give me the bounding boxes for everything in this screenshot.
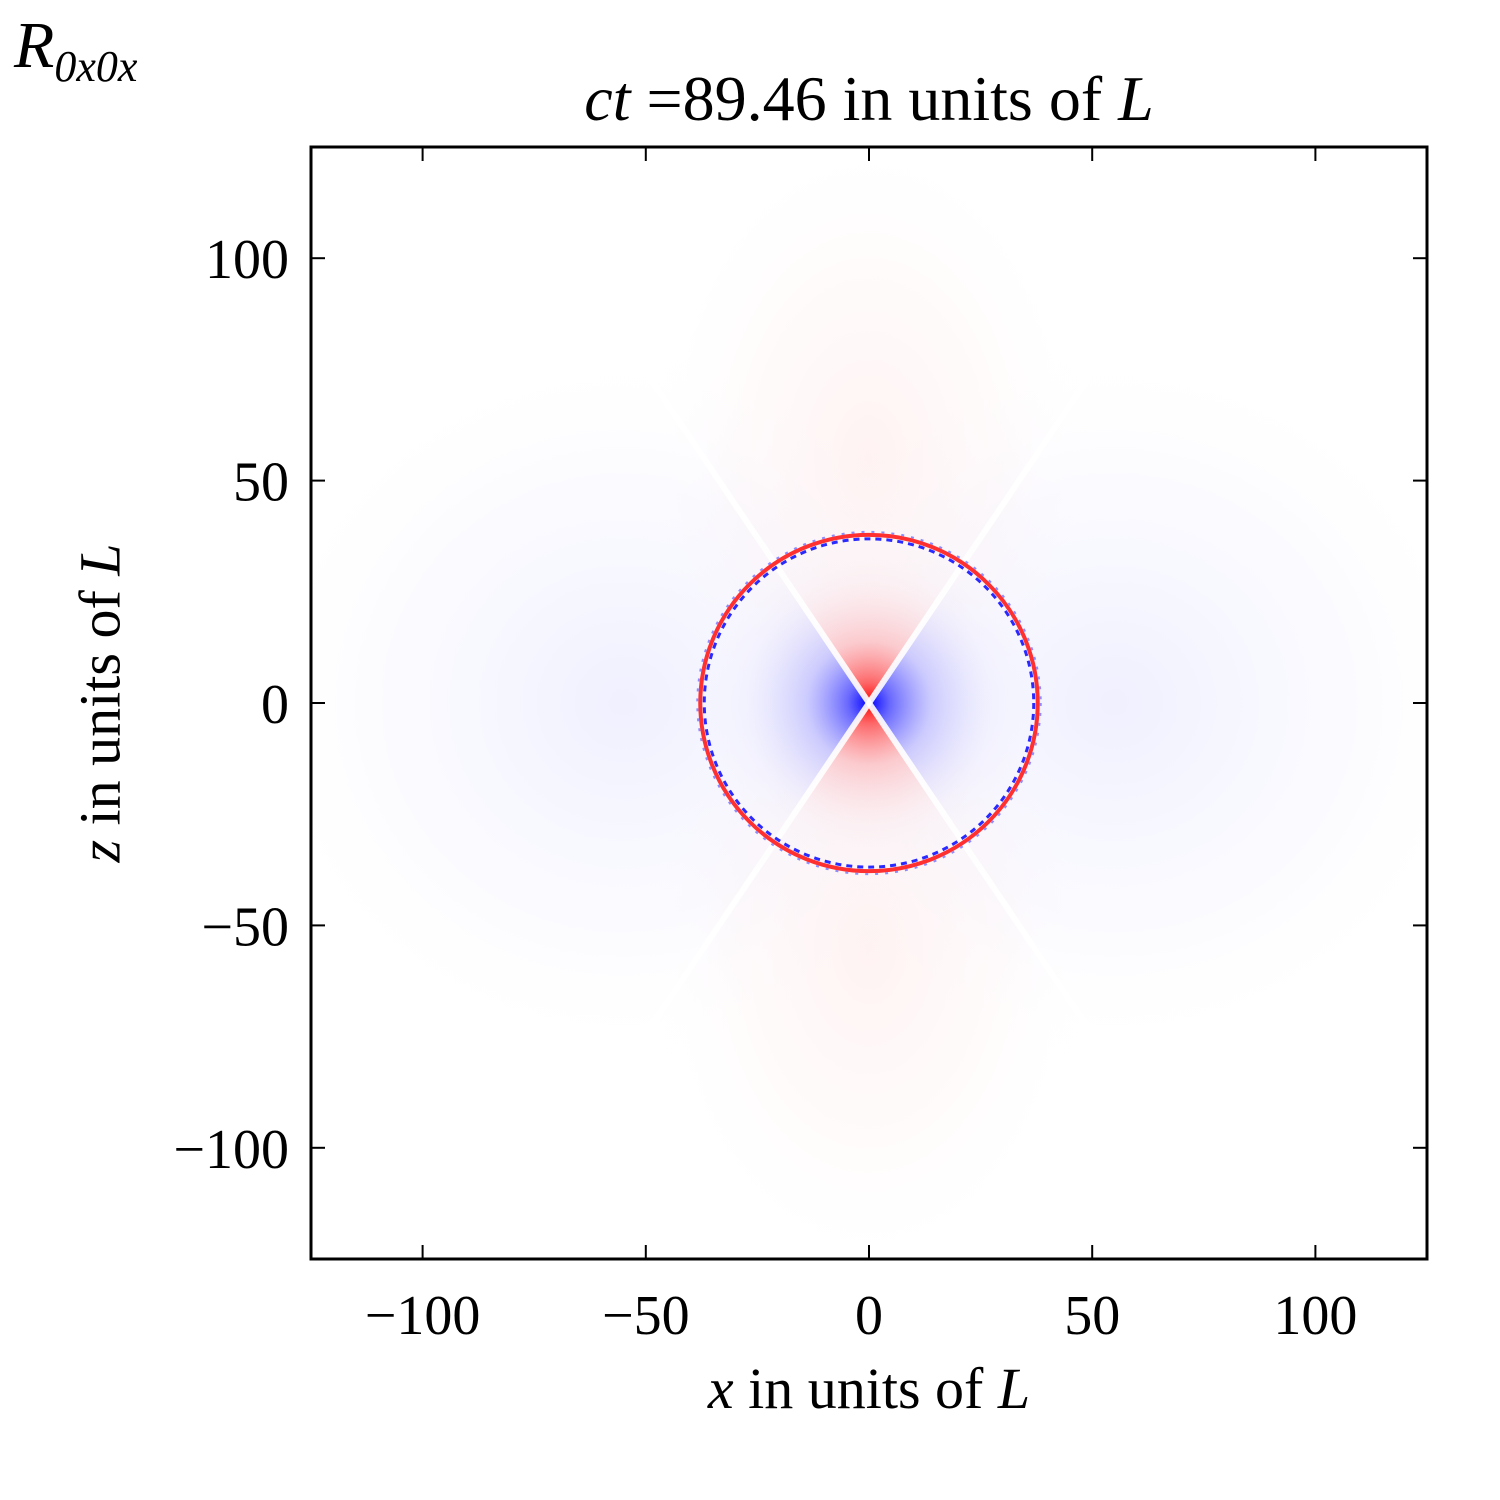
wavefront-ring-speckle <box>696 530 1042 876</box>
x-tick-label: 0 <box>855 1285 883 1347</box>
chart-title: ct =89.46 in units of L <box>584 63 1154 134</box>
x-tick-label: −100 <box>365 1285 481 1347</box>
y-tick-label: 50 <box>233 452 289 514</box>
heatmap-field <box>311 147 1427 1259</box>
y-tick-label: 0 <box>261 674 289 736</box>
wavefront-ring <box>696 530 1042 876</box>
x-tick-label: −50 <box>602 1285 690 1347</box>
nodal-line-2 <box>490 147 1248 1259</box>
x-axis: −100 −50 0 50 100 <box>365 147 1357 1347</box>
wavefront-ring-red <box>698 532 1040 874</box>
x-tick-label: 100 <box>1273 1285 1357 1347</box>
panel-label: R0x0x <box>14 9 138 91</box>
y-axis: −100 −50 0 50 100 <box>173 229 1427 1181</box>
y-tick-label: −50 <box>201 896 289 958</box>
y-axis-label: z in units of L <box>67 543 133 863</box>
wavefront-ring-blue <box>702 537 1036 869</box>
y-tick-label: −100 <box>173 1119 289 1181</box>
y-tick-label: 100 <box>205 229 289 291</box>
outer-lobe-negative-right <box>734 343 1427 1063</box>
nodal-lines <box>490 147 1248 1259</box>
x-tick-label: 50 <box>1064 1285 1120 1347</box>
x-axis-label: x in units of L <box>707 1356 1031 1421</box>
